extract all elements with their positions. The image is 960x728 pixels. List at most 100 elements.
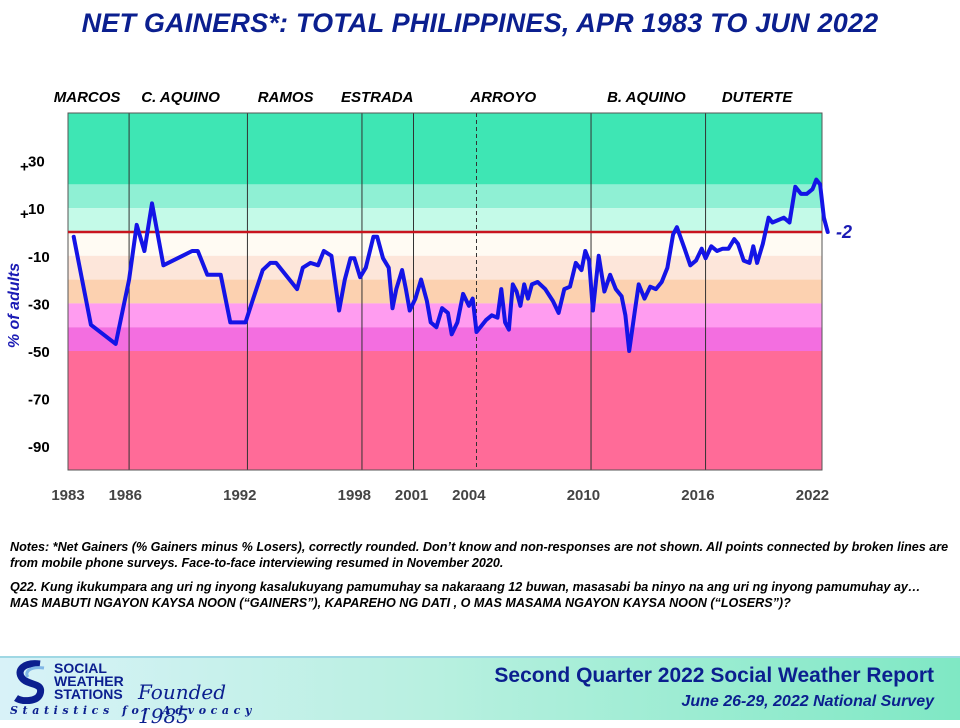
data-point-41: [413, 297, 418, 301]
data-point-23: [316, 263, 320, 267]
data-point-66: [530, 282, 534, 286]
background-band-8: [68, 351, 822, 470]
data-point-6: [150, 201, 154, 206]
data-point-118: [810, 187, 815, 191]
data-point-21: [301, 266, 305, 270]
data-point-69: [551, 299, 555, 303]
data-point-53: [474, 330, 479, 334]
data-point-31: [364, 266, 368, 270]
data-point-7: [161, 263, 166, 267]
background-band-3: [68, 232, 822, 256]
data-point-104: [736, 242, 740, 246]
data-point-48: [450, 332, 454, 336]
data-point-94: [682, 247, 687, 251]
background-band-1: [68, 184, 822, 209]
data-point-54: [478, 325, 482, 329]
data-point-64: [522, 282, 526, 286]
x-tick-label-0: 1983: [51, 487, 84, 504]
background-band-5: [68, 279, 822, 304]
data-point-112: [776, 218, 780, 222]
data-point-51: [467, 304, 471, 308]
x-tick-label-5: 2004: [452, 487, 486, 504]
question-text: Q22. Kung ikukumpara ang uri ng inyong k…: [10, 580, 921, 610]
data-point-28: [348, 256, 353, 260]
sws-logo: SOCIAL WEATHER STATIONS Founded 1985 Sta…: [10, 660, 260, 728]
data-point-80: [608, 273, 612, 277]
chart-title: NET GAINERS*: TOTAL PHILIPPINES, APR 198…: [81, 8, 879, 38]
administration-label-0: MARCOS: [54, 89, 121, 106]
data-point-92: [671, 232, 675, 236]
data-point-34: [381, 256, 385, 260]
data-point-120: [818, 182, 822, 186]
y-tick-plus-1: +: [20, 206, 29, 223]
data-point-59: [503, 320, 507, 325]
data-point-56: [490, 313, 494, 317]
data-point-96: [694, 258, 698, 263]
data-point-35: [387, 266, 391, 270]
data-point-110: [766, 216, 771, 220]
data-point-42: [419, 278, 423, 282]
data-point-45: [434, 325, 439, 329]
background-band-0: [68, 113, 822, 185]
data-point-17: [268, 261, 272, 265]
data-point-78: [597, 254, 601, 258]
data-point-50: [461, 292, 465, 296]
x-tick-label-2: 1992: [223, 487, 256, 504]
plot-frame: [67, 112, 823, 471]
data-point-73: [574, 261, 578, 265]
data-point-15: [251, 297, 255, 301]
administration-label-4: ARROYO: [469, 89, 536, 106]
data-point-107: [751, 244, 755, 248]
data-point-22: [308, 261, 313, 265]
data-point-20: [295, 287, 299, 291]
data-point-91: [665, 266, 669, 270]
data-point-105: [742, 258, 746, 263]
data-point-77: [591, 308, 595, 313]
data-point-101: [721, 247, 725, 251]
data-point-90: [660, 280, 664, 284]
data-point-106: [747, 261, 752, 265]
y-tick-label-6: -90: [28, 439, 50, 456]
data-point-79: [602, 289, 606, 294]
data-point-29: [352, 256, 356, 260]
y-tick-label-4: -50: [28, 344, 50, 361]
data-point-13: [228, 320, 232, 325]
data-point-39: [404, 287, 408, 291]
data-point-36: [390, 306, 395, 310]
data-point-99: [709, 244, 713, 248]
footer-bar: SOCIAL WEATHER STATIONS Founded 1985 Sta…: [0, 656, 960, 728]
data-point-84: [627, 349, 631, 353]
data-point-72: [568, 285, 572, 289]
data-point-89: [654, 287, 658, 291]
data-point-70: [556, 311, 561, 315]
data-point-3: [127, 278, 131, 282]
data-point-61: [511, 282, 515, 286]
data-point-47: [446, 311, 450, 315]
data-point-4: [135, 223, 139, 227]
data-point-25: [329, 254, 334, 258]
data-point-60: [507, 327, 511, 332]
data-point-11: [205, 273, 209, 277]
data-point-86: [637, 282, 641, 286]
x-tick-label-4: 2001: [395, 487, 428, 504]
data-point-83: [623, 313, 627, 317]
data-point-32: [371, 235, 376, 239]
x-tick-label-1: 1986: [109, 487, 142, 504]
sws-logo-text: SOCIAL WEATHER STATIONS: [54, 661, 124, 701]
background-band-6: [68, 303, 822, 328]
data-point-55: [484, 318, 488, 322]
data-point-40: [408, 308, 412, 313]
data-point-24: [322, 249, 326, 253]
data-point-44: [429, 320, 433, 325]
data-point-113: [782, 216, 786, 220]
administration-label-3: ESTRADA: [341, 89, 414, 106]
x-tick-label-8: 2022: [796, 487, 829, 504]
y-tick-plus-0: +: [20, 159, 29, 176]
data-point-115: [793, 185, 797, 189]
data-point-58: [499, 287, 503, 291]
data-point-5: [142, 249, 146, 253]
data-point-82: [619, 294, 624, 298]
y-tick-label-0: 30: [28, 154, 45, 171]
notes-text: Notes: *Net Gainers (% Gainers minus % L…: [10, 540, 949, 570]
data-point-46: [440, 306, 444, 310]
